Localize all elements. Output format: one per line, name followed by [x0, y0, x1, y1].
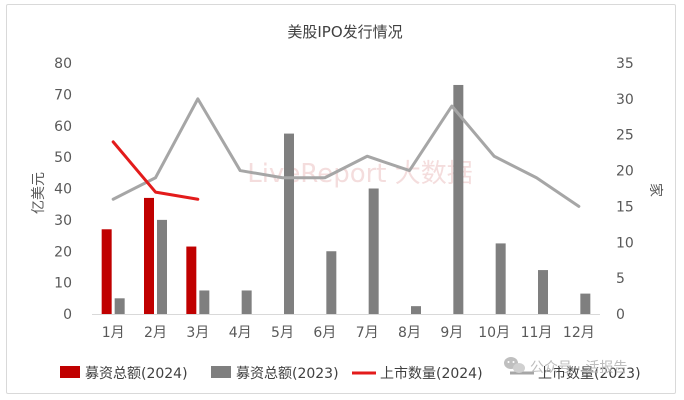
y-left-tick-label: 40: [54, 182, 72, 198]
bar-2023-10: [495, 243, 506, 314]
x-tick-label: 9月: [440, 325, 463, 341]
chart-frame: [6, 4, 676, 394]
x-tick-label: 6月: [313, 325, 336, 341]
y-left-tick-label: 50: [54, 150, 72, 166]
bar-2023-3: [199, 290, 210, 314]
bar-2023-8: [411, 306, 421, 314]
legend-swatch: [60, 366, 80, 378]
y-right-tick-label: 30: [616, 92, 634, 108]
y-left-tick-label: 80: [54, 56, 72, 72]
legend-item: 上市数量(2024): [352, 365, 483, 382]
y-left-tick-label: 20: [54, 244, 72, 260]
legend-label: 募资总额(2023): [236, 366, 339, 382]
x-tick-label: 10月: [478, 325, 510, 341]
bar-2023-12: [580, 293, 591, 314]
legend-label: 上市数量(2023): [538, 365, 641, 382]
bar-2024-1: [101, 229, 112, 314]
y-left-tick-label: 70: [54, 87, 72, 103]
y-right-tick-label: 25: [616, 128, 634, 144]
y-right-tick-label: 10: [616, 235, 634, 251]
y-right-tick-label: 20: [616, 164, 634, 180]
y-left-tick-label: 10: [54, 276, 72, 292]
legend-swatch: [211, 366, 231, 378]
x-tick-label: 2月: [144, 325, 167, 341]
source-badge-text: 公众号 · 活报告: [530, 360, 627, 376]
bar-2024-3: [186, 246, 197, 314]
watermark: LiveReport 大数据: [247, 159, 473, 189]
legend-label: 上市数量(2024): [380, 365, 483, 382]
y-right-tick-label: 5: [616, 271, 625, 287]
y-right-tick-label: 0: [616, 307, 625, 323]
y-right-tick-label: 35: [616, 56, 634, 72]
y-left-tick-label: 60: [54, 119, 72, 135]
legend-item: 募资总额(2023): [211, 366, 339, 382]
x-tick-label: 7月: [356, 325, 379, 341]
bar-2023-6: [326, 251, 337, 314]
bar-2023-11: [538, 270, 548, 314]
bar-2023-9: [453, 84, 464, 315]
line-2023: [111, 97, 581, 208]
bar-2023-4: [241, 290, 252, 314]
bar-2023-2: [157, 219, 167, 314]
chart-title: 美股IPO发行情况: [287, 23, 402, 41]
legend-item: 募资总额(2024): [60, 366, 188, 382]
x-tick-label: 3月: [186, 325, 209, 341]
bar-2024-2: [144, 197, 154, 314]
bar-2023-7: [368, 188, 379, 314]
y-right-tick-label: 15: [616, 199, 634, 215]
bar-2023-1: [114, 298, 125, 314]
source-badge: 公众号 · 活报告: [504, 357, 627, 376]
line-2024: [111, 140, 200, 201]
y-left-tick-label: 30: [54, 213, 72, 229]
x-tick-label: 5月: [271, 325, 294, 341]
y-left-axis-label: 亿美元: [31, 172, 47, 214]
x-tick-label: 12月: [563, 325, 595, 341]
x-tick-label: 8月: [398, 325, 421, 341]
bar-2023-5: [284, 133, 294, 314]
wechat-icon: [504, 357, 525, 373]
x-tick-label: 4月: [229, 325, 252, 341]
x-tick-label: 11月: [521, 325, 553, 341]
legend-label: 募资总额(2024): [85, 366, 188, 382]
x-tick-label: 1月: [102, 325, 125, 341]
legend-item: 上市数量(2023): [510, 365, 641, 382]
y-right-axis-label: 家: [647, 183, 664, 197]
y-left-tick-label: 0: [63, 307, 72, 323]
